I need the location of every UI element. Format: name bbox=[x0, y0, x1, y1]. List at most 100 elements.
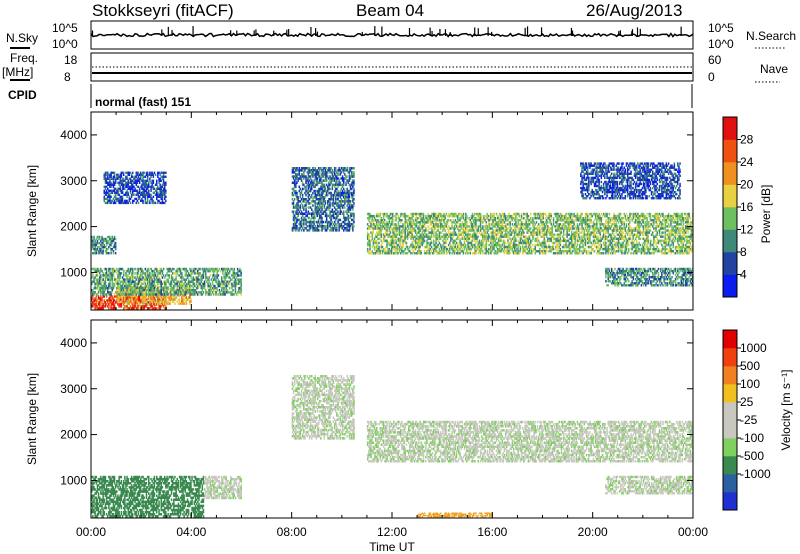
heatmap-cell bbox=[110, 177, 112, 180]
heatmap-cell bbox=[148, 191, 150, 194]
heatmap-cell bbox=[143, 280, 145, 283]
heatmap-cell bbox=[296, 216, 298, 220]
heatmap-cell bbox=[157, 173, 159, 176]
heatmap-cell bbox=[94, 248, 96, 251]
heatmap-cell bbox=[114, 278, 117, 281]
heatmap-cell bbox=[316, 169, 319, 172]
heatmap-cell bbox=[160, 300, 162, 303]
heatmap-cell bbox=[165, 282, 167, 286]
heatmap-cell bbox=[148, 293, 150, 296]
heatmap-cell bbox=[240, 280, 242, 283]
heatmap-cell bbox=[99, 245, 101, 249]
heatmap-cell bbox=[353, 204, 355, 207]
heatmap-cell bbox=[126, 185, 128, 188]
heatmap-cell bbox=[121, 289, 124, 292]
heatmap-cell bbox=[141, 286, 143, 290]
heatmap-cell bbox=[96, 305, 99, 308]
heatmap-cell bbox=[118, 286, 120, 290]
heatmap-cell bbox=[312, 169, 314, 172]
heatmap-cell bbox=[104, 181, 107, 184]
heatmap-cell bbox=[167, 286, 169, 290]
heatmap-cell bbox=[296, 202, 298, 205]
heatmap-cell bbox=[181, 272, 183, 275]
heatmap-cell bbox=[112, 201, 115, 205]
heatmap-cell bbox=[130, 195, 133, 198]
heatmap-cell bbox=[108, 239, 110, 243]
heatmap-cell bbox=[97, 280, 100, 283]
heatmap-cell bbox=[176, 280, 178, 283]
heatmap-cell bbox=[309, 212, 312, 215]
heatmap-cell bbox=[236, 269, 239, 273]
heatmap-cell bbox=[96, 272, 99, 275]
heatmap-cell bbox=[183, 286, 185, 290]
heatmap-cell bbox=[160, 189, 162, 192]
heatmap-cell bbox=[100, 274, 102, 277]
heatmap-cell bbox=[119, 280, 121, 283]
heatmap-cell bbox=[91, 291, 93, 294]
heatmap-cell bbox=[107, 248, 109, 251]
heatmap-cell bbox=[109, 197, 111, 201]
heatmap-cell bbox=[100, 239, 102, 243]
heatmap-cell bbox=[119, 274, 121, 277]
heatmap-cell bbox=[152, 179, 155, 182]
heatmap-cell bbox=[97, 284, 100, 288]
heatmap-cell bbox=[108, 291, 110, 294]
heatmap-cell bbox=[168, 267, 170, 271]
heatmap-cell bbox=[203, 284, 206, 288]
heatmap-cell bbox=[321, 208, 323, 211]
heatmap-cell bbox=[109, 201, 111, 205]
heatmap-cell bbox=[184, 291, 186, 294]
heatmap-cell bbox=[133, 276, 135, 279]
heatmap-cell bbox=[102, 278, 104, 281]
heatmap-cell bbox=[137, 191, 140, 194]
heatmap-cell bbox=[169, 280, 172, 283]
heatmap-cell bbox=[165, 298, 167, 301]
heatmap-cell bbox=[154, 183, 157, 186]
heatmap-cell bbox=[166, 293, 168, 296]
heatmap-cell bbox=[303, 222, 305, 226]
heatmap-cell bbox=[150, 282, 152, 286]
heatmap-cell bbox=[150, 267, 152, 271]
heatmap-cell bbox=[316, 177, 319, 180]
heatmap-cell bbox=[296, 193, 298, 197]
heatmap-cell bbox=[120, 199, 123, 203]
heatmap-cell bbox=[122, 269, 125, 273]
heatmap-cell bbox=[181, 282, 183, 286]
heatmap-cell bbox=[191, 291, 193, 294]
heatmap-cell bbox=[128, 276, 131, 279]
heatmap-cell bbox=[152, 303, 155, 306]
heatmap-cell bbox=[119, 201, 121, 205]
heatmap-cell bbox=[113, 295, 116, 298]
heatmap-cell bbox=[230, 293, 232, 296]
heatmap-cell bbox=[156, 197, 158, 201]
heatmap-cell bbox=[151, 305, 153, 308]
heatmap-cell bbox=[293, 183, 296, 187]
heatmap-cell bbox=[184, 296, 186, 299]
heatmap-cell bbox=[198, 278, 200, 281]
heatmap-cell bbox=[217, 282, 220, 286]
heatmap-cell bbox=[425, 229, 427, 232]
heatmap-cell bbox=[301, 214, 304, 218]
heatmap-cell bbox=[162, 187, 165, 190]
heatmap-cell bbox=[145, 272, 148, 275]
heatmap-cell bbox=[128, 269, 131, 273]
heatmap-cell bbox=[126, 193, 128, 196]
heatmap-cell bbox=[311, 173, 313, 176]
heatmap-cell bbox=[299, 169, 302, 172]
heatmap-cell bbox=[112, 252, 115, 255]
heatmap-cell bbox=[133, 189, 135, 192]
heatmap-cell bbox=[158, 286, 160, 289]
heatmap-cell bbox=[127, 284, 129, 288]
heatmap-cell bbox=[113, 173, 116, 176]
heatmap-cell bbox=[150, 300, 152, 303]
heatmap-cell bbox=[122, 302, 125, 305]
heatmap-cell bbox=[187, 274, 190, 277]
heatmap-cell bbox=[162, 302, 165, 305]
heatmap-cell bbox=[142, 171, 144, 174]
heatmap-cell bbox=[292, 210, 295, 213]
heatmap-cell bbox=[130, 173, 133, 176]
heatmap-cell bbox=[160, 191, 162, 194]
heatmap-cell bbox=[112, 183, 115, 186]
heatmap-cell bbox=[319, 202, 321, 205]
heatmap-cell bbox=[319, 225, 321, 228]
